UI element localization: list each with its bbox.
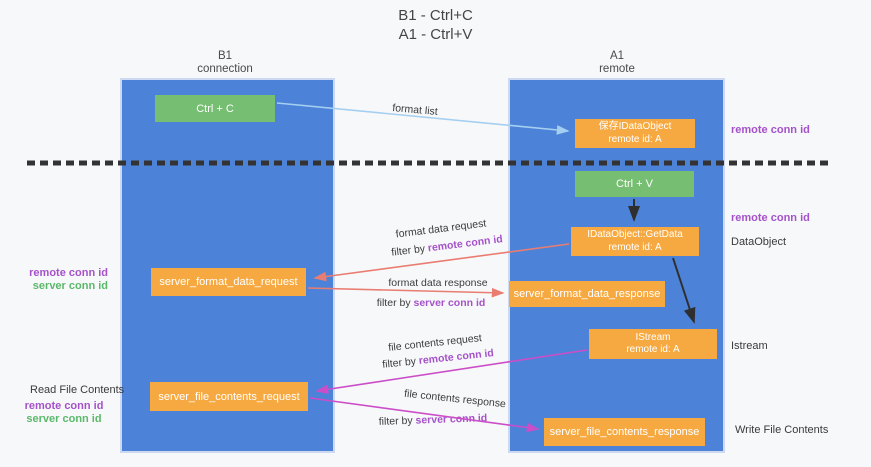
server-conn-id-annotation-left-2: server conn id [26,413,102,425]
getdata-line2: remote id: A [608,241,662,253]
server-conn-id-text-2: server conn id [415,412,488,427]
lane-b1-title: B1 [217,50,233,62]
server-conn-id-annotation-left-1: server conn id [32,280,108,292]
save-dataobject-box: 保存IDataObject remote id: A [575,119,695,148]
filter-by-text-4: filter by [378,414,416,428]
idataobject-getdata-box: IDataObject::GetData remote id: A [571,227,699,256]
remote-conn-id-annotation-top-right: remote conn id [731,124,810,136]
istream-box: IStream remote id: A [589,329,717,359]
ctrl-c-box: Ctrl + C [155,95,275,122]
ctrl-c-label: Ctrl + C [196,102,234,115]
filter-by-text-1: filter by [390,242,429,259]
filter-by-text-3: filter by [381,355,420,371]
lane-header-a1: A1 remote [542,50,692,76]
diagram-title: B1 - Ctrl+C A1 - Ctrl+V [0,6,871,44]
read-file-contents-annotation: Read File Contents [30,384,125,396]
server-file-contents-request-box: server_file_contents_request [150,382,308,411]
save-dataobject-line2: remote id: A [608,133,662,145]
remote-conn-id-annotation-left-2: remote conn id [24,400,104,412]
remote-conn-id-annotation-mid-right: remote conn id [731,212,810,224]
save-dataobject-line1: 保存IDataObject [598,121,672,132]
file-contents-response-label: file contents response [403,387,507,411]
server-file-contents-response-box: server_file_contents_response [544,418,705,446]
remote-conn-id-text-2: remote conn id [418,347,495,367]
istream-annotation: Istream [731,340,768,352]
title-line-2: A1 - Ctrl+V [398,26,473,43]
lane-a1-title: A1 [609,50,625,62]
format-response-label: server_format_data_response [513,288,661,300]
lane-b1-subtitle: connection [197,63,253,75]
lane-header-b1: B1 connection [150,50,300,76]
istream-line1: IStream [635,331,671,343]
filter-by-text-2: filter by [376,297,414,309]
title-line-1: B1 - Ctrl+C [398,7,473,24]
format-data-response-label: format data response [388,277,488,289]
server-conn-id-text-1: server conn id [413,297,486,309]
dataobject-annotation: DataObject [731,236,787,248]
file-request-label: server_file_contents_request [158,390,300,403]
getdata-line1: IDataObject::GetData [587,229,683,240]
format-list-label: format list [391,102,439,118]
remote-conn-id-text-1: remote conn id [427,233,504,255]
ctrl-v-box: Ctrl + V [575,171,694,197]
ctrl-v-label: Ctrl + V [616,178,653,190]
write-file-contents-annotation: Write File Contents [735,424,829,436]
file-response-filter-label: filter by server conn id [379,412,488,428]
istream-line2: remote id: A [626,344,680,355]
server-format-data-response-box: server_format_data_response [509,281,665,307]
lane-a1-subtitle: remote [599,63,635,75]
format-request-label: server_format_data_request [159,276,298,288]
remote-conn-id-annotation-left-1: remote conn id [29,267,108,279]
server-format-data-request-box: server_format_data_request [151,268,306,296]
format-response-filter-label: filter by server conn id [377,297,486,309]
file-response-label: server_file_contents_response [549,426,700,438]
